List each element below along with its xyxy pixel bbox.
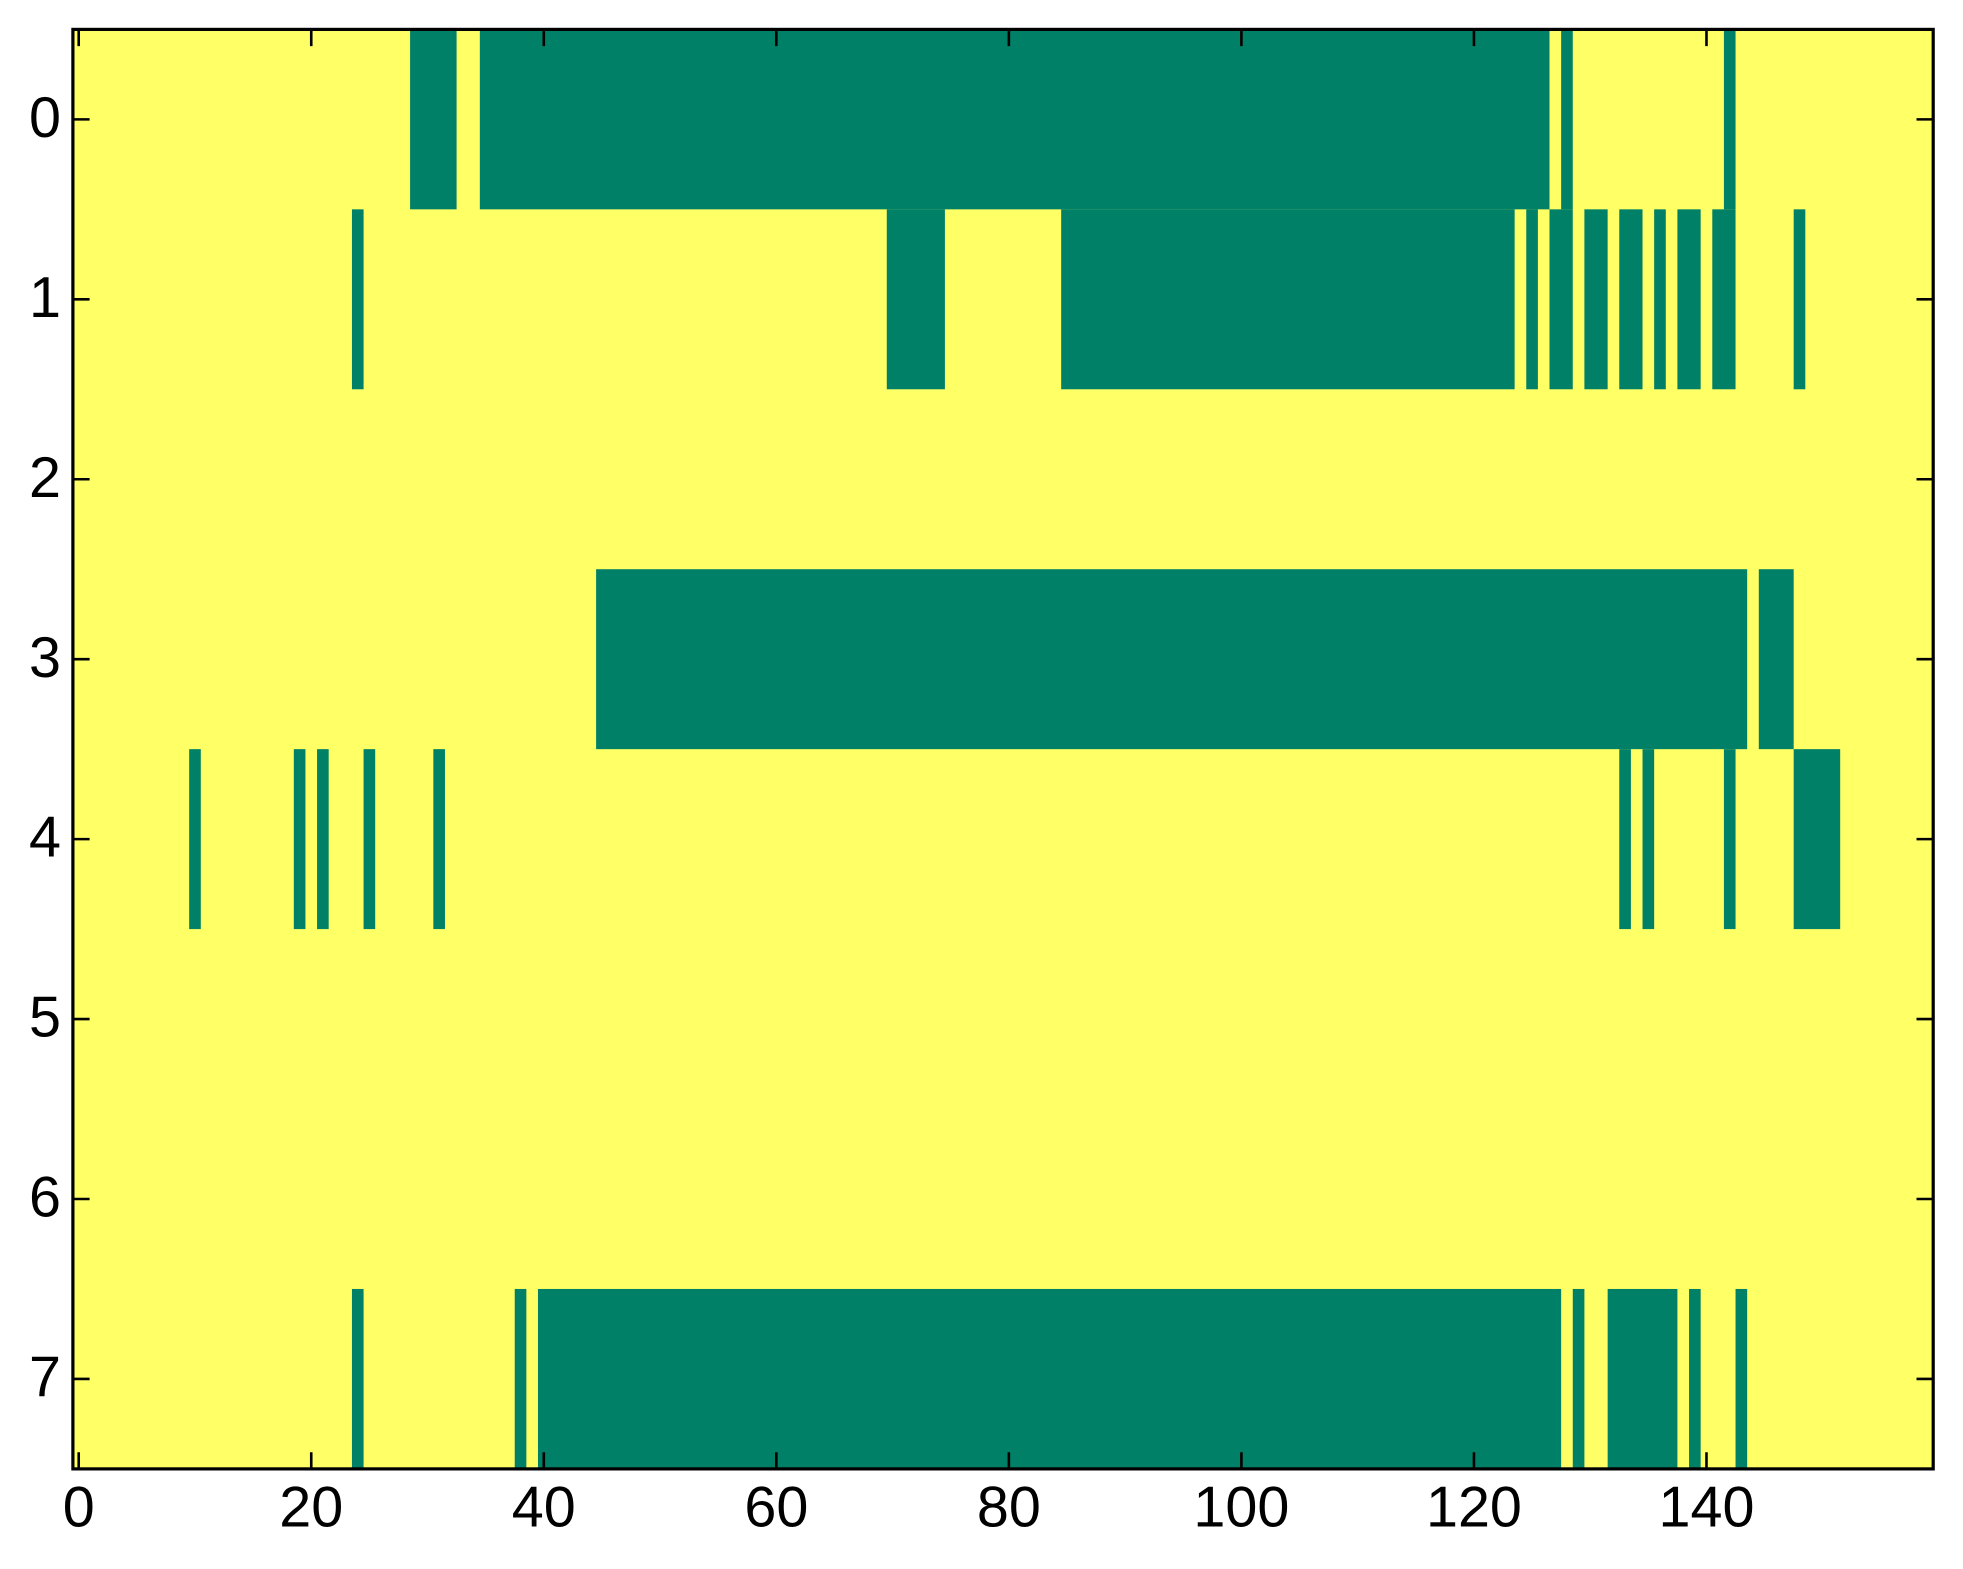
svg-text:40: 40 <box>512 1476 576 1540</box>
svg-text:1: 1 <box>29 266 61 330</box>
svg-text:60: 60 <box>744 1476 808 1540</box>
svg-text:5: 5 <box>29 986 61 1050</box>
svg-text:0: 0 <box>29 86 61 150</box>
svg-text:100: 100 <box>1193 1476 1289 1540</box>
svg-text:0: 0 <box>63 1476 95 1540</box>
svg-text:2: 2 <box>29 446 61 510</box>
svg-text:120: 120 <box>1426 1476 1522 1540</box>
svg-text:20: 20 <box>279 1476 343 1540</box>
svg-text:4: 4 <box>29 806 61 870</box>
svg-text:80: 80 <box>977 1476 1041 1540</box>
svg-text:140: 140 <box>1659 1476 1755 1540</box>
svg-text:6: 6 <box>29 1166 61 1230</box>
svg-text:7: 7 <box>29 1346 61 1410</box>
svg-text:3: 3 <box>29 626 61 690</box>
